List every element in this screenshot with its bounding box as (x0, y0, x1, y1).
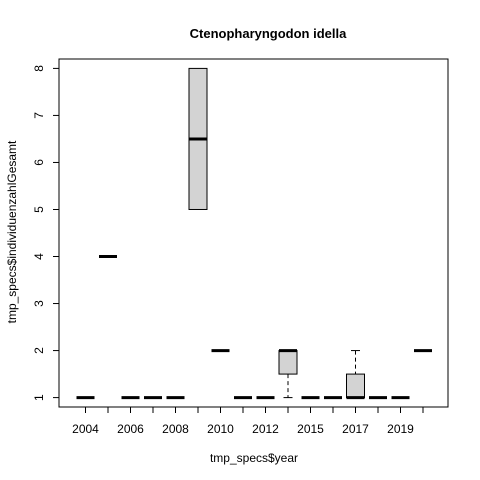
x-tick-label: 2004 (72, 422, 99, 436)
x-tick-label: 2010 (207, 422, 234, 436)
y-tick-label: 1 (32, 394, 46, 401)
x-tick-label: 2008 (162, 422, 189, 436)
plot-frame (58, 58, 449, 408)
y-tick-label: 8 (32, 65, 46, 72)
x-tick-label: 2012 (252, 422, 279, 436)
box-rect (278, 350, 298, 375)
chart-title: Ctenopharyngodon idella (190, 26, 347, 41)
y-tick-label: 6 (32, 159, 46, 166)
y-tick-label: 5 (32, 206, 46, 213)
box-group (76, 67, 432, 400)
y-axis: 1 2 3 4 5 6 7 8 (32, 65, 59, 401)
x-axis: 2004 2006 2008 2010 2012 2015 2017 2019 (72, 407, 424, 436)
x-tick-label: 2006 (117, 422, 144, 436)
y-axis-label: tmp_specs$individuenzahlGesamt (5, 140, 19, 323)
y-tick-label: 3 (32, 300, 46, 307)
x-tick-label: 2019 (387, 422, 414, 436)
x-tick-label: 2017 (342, 422, 369, 436)
y-tick-label: 2 (32, 347, 46, 354)
x-tick-label: 2015 (297, 422, 324, 436)
box-rect (346, 373, 365, 399)
y-tick-label: 4 (32, 253, 46, 260)
x-axis-label: tmp_specs$year (210, 451, 298, 465)
y-tick-label: 7 (32, 112, 46, 119)
